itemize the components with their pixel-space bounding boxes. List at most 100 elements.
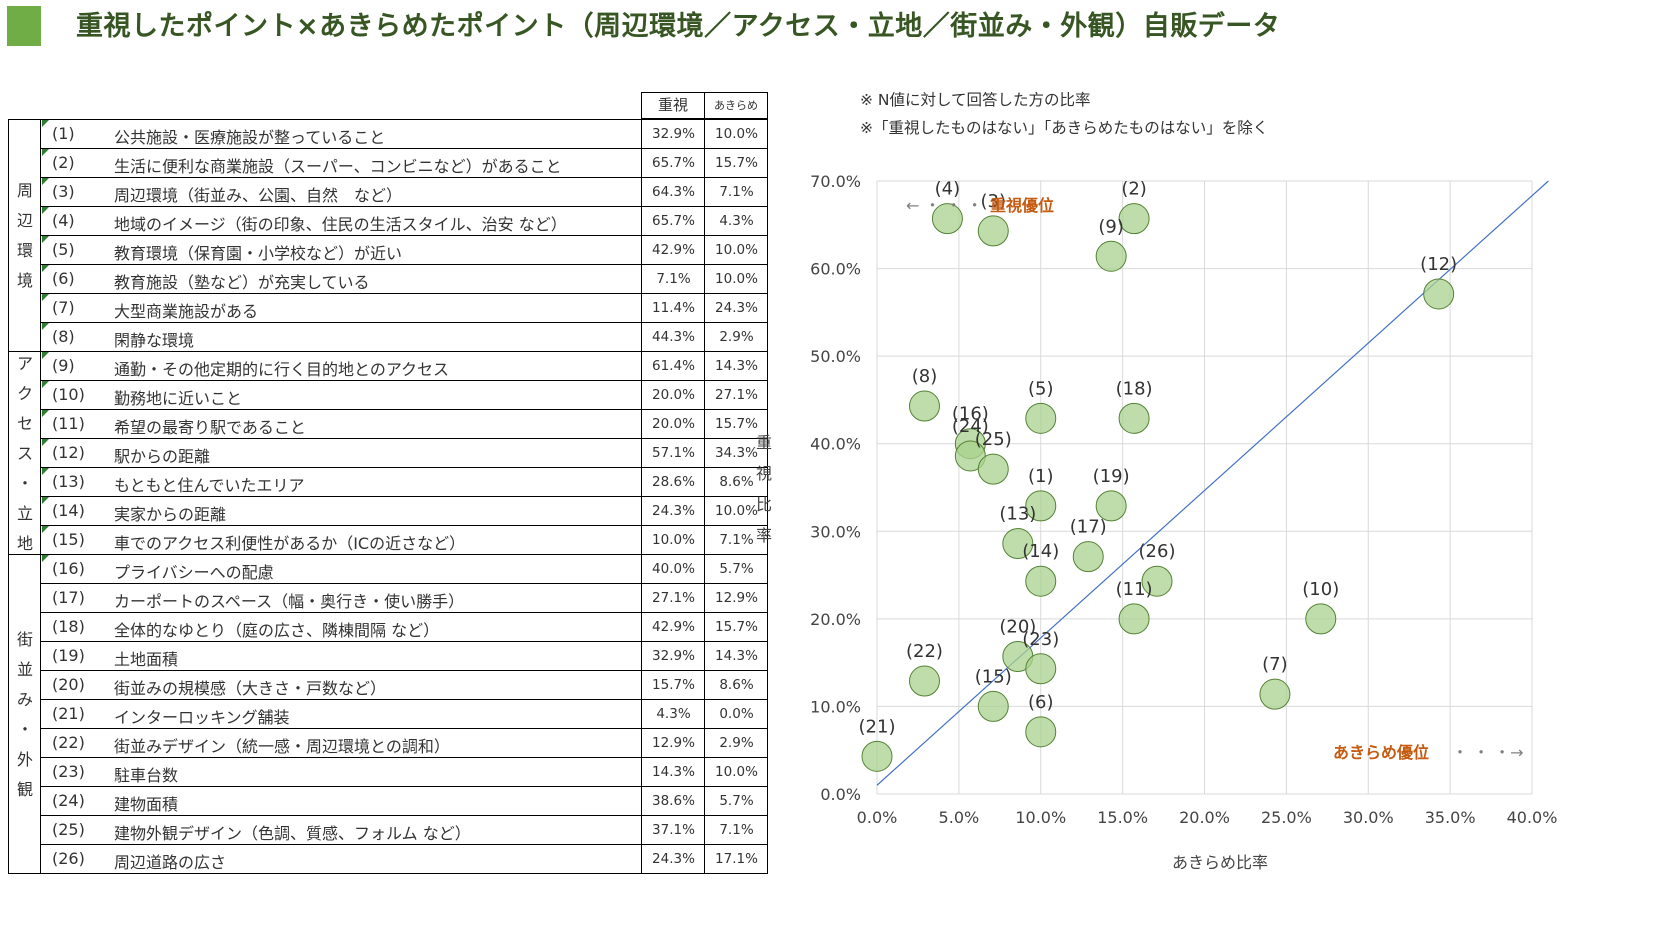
giveup-value: 5.7% bbox=[719, 793, 754, 809]
title-accent-bar bbox=[7, 6, 41, 46]
y-axis-label-char: 重 bbox=[756, 433, 772, 452]
data-label: (8) bbox=[912, 366, 938, 387]
row-label: 駅からの距離 bbox=[114, 447, 211, 466]
x-tick-label: 20.0% bbox=[1179, 808, 1230, 827]
table-row: (26) 周辺道路の広さ 24.3% 17.1% bbox=[42, 845, 768, 874]
row-label: 建物外観デザイン（色調、質感、フォルム など） bbox=[114, 824, 471, 843]
x-tick-label: 15.0% bbox=[1097, 808, 1148, 827]
row-label: 教育環境（保育園・小学校など）が近い bbox=[114, 244, 403, 263]
data-point bbox=[1025, 653, 1057, 685]
row-divider bbox=[41, 554, 768, 555]
row-divider bbox=[41, 699, 768, 700]
emphasis-value: 42.9% bbox=[652, 619, 695, 635]
row-label: 通勤・その他定期的に行く目的地とのアクセス bbox=[114, 360, 450, 379]
y-tick-label: 10.0% bbox=[810, 697, 861, 716]
group-label-char: ・ bbox=[16, 473, 33, 493]
row-label: インターロッキング舗装 bbox=[114, 708, 290, 727]
row-number: (4) bbox=[52, 211, 75, 230]
giveup-value: 15.7% bbox=[715, 619, 758, 635]
data-point bbox=[977, 215, 1009, 247]
emphasis-value: 12.9% bbox=[652, 735, 695, 751]
table-row: (9) 通勤・その他定期的に行く目的地とのアクセス 61.4% 14.3% bbox=[42, 352, 768, 381]
x-tick-label: 0.0% bbox=[857, 808, 898, 827]
row-divider bbox=[41, 293, 768, 294]
row-number: (16) bbox=[52, 559, 85, 578]
row-divider bbox=[41, 641, 768, 642]
cell-marker-icon bbox=[42, 410, 49, 417]
y-tick-label: 70.0% bbox=[810, 172, 861, 191]
giveup-value: 17.1% bbox=[715, 851, 758, 867]
table-row: (11) 希望の最寄り駅であること 20.0% 15.7% bbox=[42, 410, 768, 439]
table-row: (16) プライバシーへの配慮 40.0% 5.7% bbox=[42, 555, 768, 584]
row-label: カーポートのスペース（幅・奥行き・使い勝手） bbox=[114, 592, 465, 611]
data-label: (16) bbox=[952, 404, 989, 425]
x-tick-label: 35.0% bbox=[1425, 808, 1476, 827]
row-number: (17) bbox=[52, 588, 85, 607]
row-divider bbox=[41, 409, 768, 410]
group-label-char: 周 bbox=[16, 181, 33, 200]
row-label: 実家からの距離 bbox=[114, 505, 227, 524]
data-point bbox=[908, 390, 940, 422]
x-tick-label: 40.0% bbox=[1507, 808, 1558, 827]
row-divider bbox=[41, 380, 768, 381]
y-tick-label: 0.0% bbox=[820, 785, 861, 804]
data-label: (24) bbox=[952, 416, 989, 437]
y-tick-label: 60.0% bbox=[810, 260, 861, 279]
data-point bbox=[1025, 716, 1057, 748]
row-number: (8) bbox=[52, 327, 75, 346]
row-divider bbox=[41, 844, 768, 845]
emphasis-value: 64.3% bbox=[652, 184, 695, 200]
data-point bbox=[1118, 603, 1150, 635]
data-label: (5) bbox=[1028, 378, 1054, 399]
emphasis-value: 38.6% bbox=[652, 793, 695, 809]
table-row: (7) 大型商業施設がある 11.4% 24.3% bbox=[42, 294, 768, 323]
table-row: (2) 生活に便利な商業施設（スーパー、コンビニなど）があること 65.7% 15.7… bbox=[42, 149, 768, 178]
emphasis-value: 11.4% bbox=[652, 300, 695, 316]
giveup-value: 15.7% bbox=[715, 155, 758, 171]
table-row: (17) カーポートのスペース（幅・奥行き・使い勝手） 27.1% 12.9% bbox=[42, 584, 768, 613]
emphasis-value: 32.9% bbox=[652, 126, 695, 142]
row-divider bbox=[41, 438, 768, 439]
emphasis-value: 14.3% bbox=[652, 764, 695, 780]
row-label: 土地面積 bbox=[114, 650, 179, 669]
row-label: 街並みデザイン（統一感・周辺環境との調和） bbox=[114, 737, 450, 756]
row-number: (19) bbox=[52, 646, 85, 665]
column-header-giveup: あきらめ bbox=[704, 92, 768, 119]
row-divider bbox=[41, 583, 768, 584]
row-number: (10) bbox=[52, 385, 85, 404]
group-cell: 周辺環境 bbox=[9, 120, 41, 352]
cell-marker-icon bbox=[42, 526, 49, 533]
row-label: 周辺道路の広さ bbox=[114, 853, 227, 872]
x-axis-label: あきらめ比率 bbox=[1172, 853, 1268, 872]
cell-marker-icon bbox=[42, 236, 49, 243]
data-label: (9) bbox=[1098, 216, 1124, 237]
row-label: 公共施設・医療施設が整っていること bbox=[114, 128, 386, 147]
data-label: (22) bbox=[906, 641, 943, 662]
arrow-left-annotation: ← ・ ・ ・ bbox=[906, 196, 983, 215]
emphasis-priority-label: 重視優位 bbox=[990, 196, 1054, 215]
data-label: (1) bbox=[1028, 466, 1054, 487]
row-number: (1) bbox=[52, 124, 75, 143]
giveup-value: 14.3% bbox=[715, 358, 758, 374]
row-label: もともと住んでいたエリア bbox=[114, 476, 305, 495]
emphasis-value: 65.7% bbox=[652, 213, 695, 229]
cell-marker-icon bbox=[42, 149, 49, 156]
giveup-value: 14.3% bbox=[715, 648, 758, 664]
table-row: (19) 土地面積 32.9% 14.3% bbox=[42, 642, 768, 671]
group-label-char: 辺 bbox=[16, 211, 33, 230]
giveup-value: 15.7% bbox=[715, 416, 758, 432]
row-divider bbox=[41, 612, 768, 613]
group-label-char: 立 bbox=[16, 503, 33, 523]
group-label-char: ク bbox=[16, 383, 33, 403]
emphasis-value: 65.7% bbox=[652, 155, 695, 171]
data-label: (20) bbox=[999, 617, 1036, 638]
cell-marker-icon bbox=[42, 468, 49, 475]
group-label-char: 地 bbox=[16, 533, 33, 553]
cell-marker-icon bbox=[42, 497, 49, 504]
group-label-char: セ bbox=[16, 413, 33, 433]
giveup-value: 7.1% bbox=[719, 184, 754, 200]
group-cell: アクセス・立地 bbox=[9, 352, 41, 555]
giveup-value: 8.6% bbox=[719, 677, 754, 693]
cell-marker-icon bbox=[42, 178, 49, 185]
giveup-value: 5.7% bbox=[719, 561, 754, 577]
